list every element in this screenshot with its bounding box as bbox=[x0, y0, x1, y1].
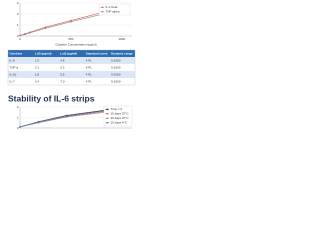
x-tick-label: 1000 bbox=[118, 37, 125, 41]
series-line bbox=[19, 109, 114, 128]
table-cell: 5-1000 bbox=[111, 72, 121, 76]
series-line bbox=[19, 9, 122, 36]
legend-marker bbox=[101, 10, 104, 13]
data-point bbox=[19, 34, 21, 37]
table-border bbox=[7, 49, 136, 86]
data-point bbox=[44, 26, 47, 29]
table-header-cell: LoQ (pg/ml) bbox=[60, 51, 77, 55]
table-header-cell: LoD (pg/ml) bbox=[35, 51, 52, 55]
legend-marker bbox=[106, 108, 109, 111]
table-cell: 2.4 bbox=[35, 79, 40, 83]
table-row-bg bbox=[8, 57, 135, 64]
table-cell: 4.8 bbox=[60, 58, 65, 62]
data-point bbox=[37, 121, 40, 123]
y-tick-label: 2 bbox=[17, 105, 19, 109]
table-header-cell: Standard curve bbox=[86, 51, 108, 55]
data-point bbox=[65, 115, 68, 117]
table-cell: 4 PL bbox=[86, 58, 93, 62]
legend-marker bbox=[106, 121, 109, 124]
page: Stability of IL-6 strips 0 1 2 3 0 500 1000 Cyt… bbox=[0, 0, 143, 130]
table-cell: IL-7 bbox=[10, 79, 16, 83]
legend-label: Time = 0 bbox=[111, 107, 123, 111]
table-row-bg bbox=[8, 64, 135, 71]
table-cell: 5-1000 bbox=[111, 65, 121, 69]
document: Stability of IL-6 strips 0 1 2 3 0 500 1000 Cyt… bbox=[0, 0, 143, 130]
x-tick-label: 500 bbox=[68, 37, 73, 41]
table-cell: IL-1b bbox=[10, 72, 17, 76]
data-point bbox=[70, 19, 72, 22]
table-cell: 1.8 bbox=[35, 72, 40, 76]
legend-label: 30 days 37°C bbox=[111, 116, 130, 120]
data-point bbox=[70, 20, 72, 23]
table-header-cell: Cytokine bbox=[10, 51, 23, 55]
legend-label: IL-1 beta bbox=[106, 5, 118, 9]
y-tick-label: 0 bbox=[17, 34, 19, 38]
table-header-bg bbox=[8, 50, 135, 57]
y-tick-label: 2 bbox=[17, 12, 19, 16]
table-cell: 1.5 bbox=[35, 58, 40, 62]
table-header-cell: Dynamic range bbox=[111, 51, 133, 55]
table-row-bg bbox=[8, 71, 135, 78]
y-tick-label: 1 bbox=[17, 23, 19, 27]
table-cell: 5.5 bbox=[60, 72, 65, 76]
table-row-bg bbox=[8, 78, 135, 85]
table-cell: 2.1 bbox=[35, 65, 40, 69]
legend-marker bbox=[101, 6, 104, 9]
data-point bbox=[24, 33, 26, 36]
table-cell: 4 PL bbox=[86, 72, 93, 76]
legend-label: TNF alpha bbox=[106, 10, 120, 14]
table-cell: IL-6 bbox=[10, 58, 16, 62]
x-axis-label: Cytokine Concentration (pg/ml) bbox=[55, 42, 96, 46]
legend-box bbox=[103, 105, 133, 127]
data-point bbox=[19, 126, 21, 128]
y-tick-label: 1 bbox=[17, 115, 19, 119]
section-title: Stability of IL-6 strips bbox=[8, 93, 95, 103]
table-cell: 5-1000 bbox=[111, 79, 121, 83]
legend-box bbox=[98, 3, 131, 16]
series-line bbox=[19, 110, 114, 128]
table-cell: 4 PL bbox=[86, 79, 93, 83]
data-point bbox=[44, 27, 47, 30]
legend-marker bbox=[106, 112, 109, 115]
table-cell: 7.0 bbox=[60, 79, 65, 83]
table-cell: 5-1000 bbox=[111, 58, 121, 62]
table-cell: 6.3 bbox=[60, 65, 65, 69]
legend-label: 15 days 4°C bbox=[111, 121, 128, 125]
series-line bbox=[19, 7, 122, 36]
table-cell: 4 PL bbox=[86, 65, 93, 69]
legend-label: 15 days 37°C bbox=[111, 112, 130, 116]
y-tick-label: 3 bbox=[17, 1, 19, 5]
y-tick-label: 0 bbox=[17, 126, 19, 130]
x-tick-label: 0 bbox=[19, 37, 21, 41]
table-cell: TNF-a bbox=[10, 65, 19, 69]
data-point bbox=[29, 31, 31, 34]
legend-marker bbox=[106, 117, 109, 120]
